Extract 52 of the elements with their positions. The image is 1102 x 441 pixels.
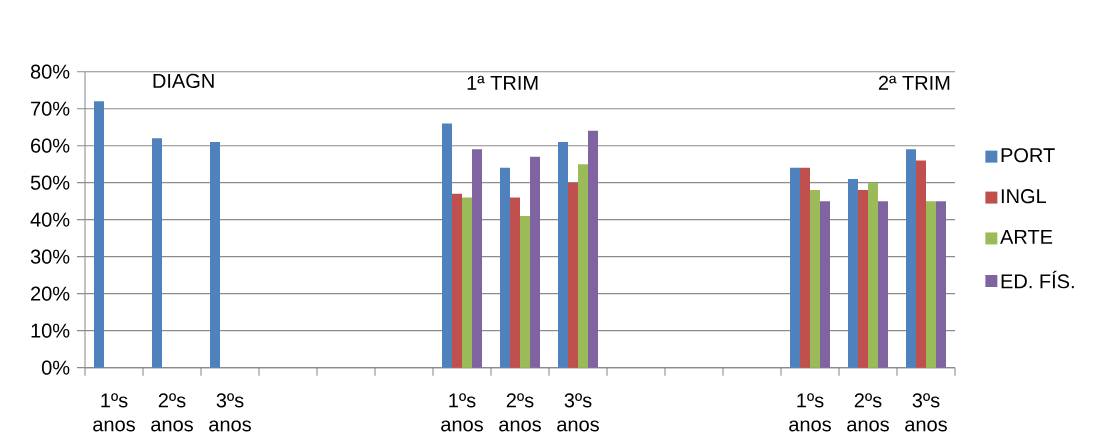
x-tick-label: 1ºs anos xyxy=(789,393,831,432)
annotation: DIAGN xyxy=(153,73,214,88)
bar xyxy=(510,197,521,368)
bar xyxy=(530,156,540,368)
bar xyxy=(578,164,588,368)
y-tick-label: 10% xyxy=(31,323,70,338)
bar xyxy=(568,182,578,368)
bar xyxy=(820,201,830,368)
bar xyxy=(94,101,105,368)
x-tick-label: 2ºs anos xyxy=(847,393,889,432)
x-tick-label: 1ºs anos xyxy=(441,393,483,432)
bar xyxy=(790,167,800,368)
bar xyxy=(810,190,820,368)
bar xyxy=(916,160,926,368)
x-tick-label: 1ºs anos xyxy=(93,393,135,432)
bar xyxy=(858,190,868,368)
bar xyxy=(452,193,463,368)
bar xyxy=(152,138,163,368)
bar xyxy=(462,197,473,368)
legend-label: PORT xyxy=(1001,148,1055,163)
x-tick-label: 2ºs anos xyxy=(151,393,193,432)
annotation: 1ª TRIM xyxy=(467,75,538,90)
y-tick-label: 40% xyxy=(30,212,70,227)
bar xyxy=(848,178,858,368)
x-tick-label: 3ºs anos xyxy=(557,393,599,432)
x-tick-label: 2ºs anos xyxy=(499,393,541,432)
bar xyxy=(210,141,221,368)
bar xyxy=(936,201,946,368)
bar xyxy=(906,149,916,368)
y-tick-label: 30% xyxy=(30,249,70,264)
bar xyxy=(926,201,936,368)
bar xyxy=(442,123,452,368)
legend-label: INGL xyxy=(1001,189,1047,204)
bar xyxy=(878,201,888,368)
legend-label: ED. FÍS. xyxy=(1001,270,1074,289)
bar xyxy=(472,149,483,368)
y-tick-label: 50% xyxy=(30,175,70,190)
bar xyxy=(868,182,878,368)
y-tick-label: 80% xyxy=(30,64,70,79)
legend-label: ARTE xyxy=(1000,230,1053,244)
bar xyxy=(588,130,599,368)
y-tick-label: 0% xyxy=(41,360,70,375)
y-tick-label: 60% xyxy=(31,138,70,153)
x-tick-label: 3ºs anos xyxy=(209,393,251,432)
y-tick-label: 20% xyxy=(31,286,70,301)
bar xyxy=(558,141,568,368)
annotation: 2ª TRIM xyxy=(878,75,950,90)
bar xyxy=(800,167,810,368)
x-tick-label: 3ºs anos xyxy=(905,393,947,432)
bar xyxy=(520,215,531,368)
bar xyxy=(500,167,511,368)
y-tick-label: 70% xyxy=(31,101,70,116)
